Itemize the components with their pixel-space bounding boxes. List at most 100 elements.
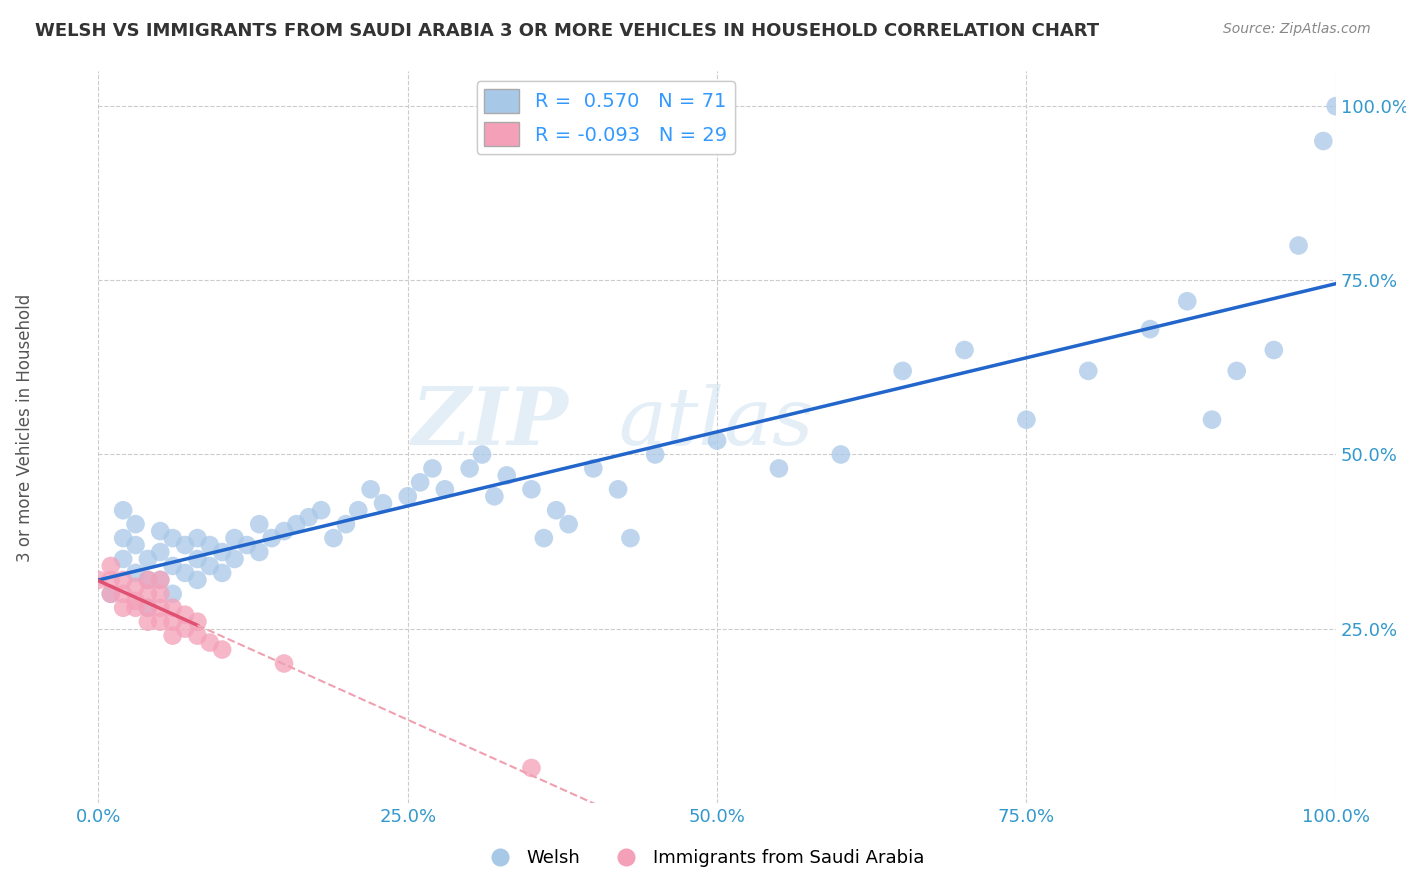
Point bbox=[953, 343, 976, 357]
Point bbox=[607, 483, 630, 497]
Point bbox=[198, 558, 221, 573]
Point bbox=[533, 531, 555, 545]
Point bbox=[124, 580, 146, 594]
Point bbox=[322, 531, 344, 545]
Point bbox=[100, 587, 122, 601]
Point bbox=[211, 566, 233, 580]
Point bbox=[174, 566, 197, 580]
Point bbox=[260, 531, 283, 545]
Point bbox=[546, 503, 568, 517]
Point bbox=[211, 545, 233, 559]
Point bbox=[211, 642, 233, 657]
Point bbox=[471, 448, 494, 462]
Point bbox=[112, 587, 135, 601]
Point bbox=[100, 573, 122, 587]
Point bbox=[136, 573, 159, 587]
Point bbox=[162, 615, 184, 629]
Point bbox=[1324, 99, 1347, 113]
Point bbox=[162, 531, 184, 545]
Point bbox=[619, 531, 641, 545]
Point bbox=[186, 629, 208, 643]
Text: 3 or more Vehicles in Household: 3 or more Vehicles in Household bbox=[17, 294, 34, 562]
Point bbox=[186, 531, 208, 545]
Point bbox=[100, 587, 122, 601]
Point bbox=[335, 517, 357, 532]
Point bbox=[136, 600, 159, 615]
Point bbox=[149, 524, 172, 538]
Point bbox=[371, 496, 394, 510]
Point bbox=[360, 483, 382, 497]
Point bbox=[224, 531, 246, 545]
Point bbox=[112, 531, 135, 545]
Point bbox=[136, 552, 159, 566]
Point bbox=[224, 552, 246, 566]
Point bbox=[495, 468, 517, 483]
Point bbox=[149, 615, 172, 629]
Point bbox=[1015, 412, 1038, 426]
Point bbox=[484, 489, 506, 503]
Point bbox=[768, 461, 790, 475]
Point bbox=[644, 448, 666, 462]
Point bbox=[520, 761, 543, 775]
Point bbox=[112, 600, 135, 615]
Point bbox=[1312, 134, 1334, 148]
Point bbox=[186, 552, 208, 566]
Text: atlas: atlas bbox=[619, 384, 814, 461]
Point bbox=[582, 461, 605, 475]
Point bbox=[112, 573, 135, 587]
Point bbox=[557, 517, 579, 532]
Point bbox=[830, 448, 852, 462]
Point bbox=[1226, 364, 1249, 378]
Point bbox=[136, 615, 159, 629]
Point bbox=[247, 545, 270, 559]
Point bbox=[162, 558, 184, 573]
Point bbox=[87, 573, 110, 587]
Point bbox=[124, 594, 146, 608]
Point bbox=[136, 573, 159, 587]
Point bbox=[149, 573, 172, 587]
Point bbox=[136, 600, 159, 615]
Point bbox=[124, 517, 146, 532]
Point bbox=[186, 615, 208, 629]
Point bbox=[1175, 294, 1198, 309]
Point bbox=[433, 483, 456, 497]
Point bbox=[409, 475, 432, 490]
Point bbox=[298, 510, 321, 524]
Point bbox=[347, 503, 370, 517]
Point bbox=[174, 607, 197, 622]
Point bbox=[162, 629, 184, 643]
Point bbox=[520, 483, 543, 497]
Legend: R =  0.570   N = 71, R = -0.093   N = 29: R = 0.570 N = 71, R = -0.093 N = 29 bbox=[477, 81, 735, 153]
Text: Source: ZipAtlas.com: Source: ZipAtlas.com bbox=[1223, 22, 1371, 37]
Text: WELSH VS IMMIGRANTS FROM SAUDI ARABIA 3 OR MORE VEHICLES IN HOUSEHOLD CORRELATIO: WELSH VS IMMIGRANTS FROM SAUDI ARABIA 3 … bbox=[35, 22, 1099, 40]
Point bbox=[273, 524, 295, 538]
Point bbox=[273, 657, 295, 671]
Legend: Welsh, Immigrants from Saudi Arabia: Welsh, Immigrants from Saudi Arabia bbox=[475, 842, 931, 874]
Point bbox=[149, 600, 172, 615]
Point bbox=[136, 587, 159, 601]
Point bbox=[236, 538, 259, 552]
Point bbox=[1139, 322, 1161, 336]
Text: ZIP: ZIP bbox=[412, 384, 568, 461]
Point bbox=[186, 573, 208, 587]
Point bbox=[162, 600, 184, 615]
Point bbox=[422, 461, 444, 475]
Point bbox=[1077, 364, 1099, 378]
Point bbox=[458, 461, 481, 475]
Point bbox=[396, 489, 419, 503]
Point bbox=[112, 552, 135, 566]
Point bbox=[149, 587, 172, 601]
Point bbox=[100, 558, 122, 573]
Point bbox=[1201, 412, 1223, 426]
Point bbox=[124, 600, 146, 615]
Point bbox=[149, 573, 172, 587]
Point bbox=[149, 545, 172, 559]
Point bbox=[174, 538, 197, 552]
Point bbox=[706, 434, 728, 448]
Point bbox=[124, 566, 146, 580]
Point bbox=[174, 622, 197, 636]
Point bbox=[891, 364, 914, 378]
Point bbox=[247, 517, 270, 532]
Point bbox=[309, 503, 332, 517]
Point bbox=[112, 503, 135, 517]
